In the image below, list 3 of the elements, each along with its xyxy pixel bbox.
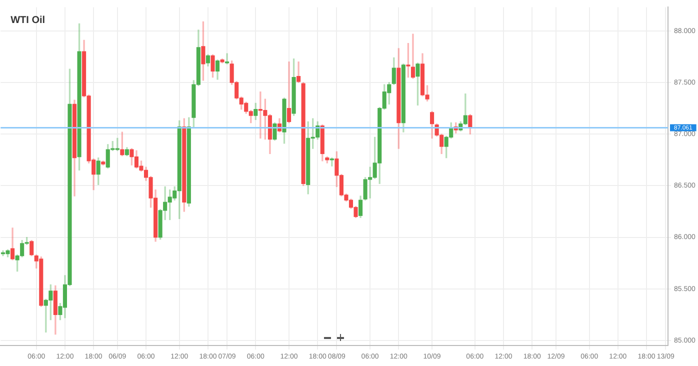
- text: WTI Oil: [10, 14, 46, 26]
- candlestick: [410, 34, 415, 79]
- candlestick: [286, 62, 292, 124]
